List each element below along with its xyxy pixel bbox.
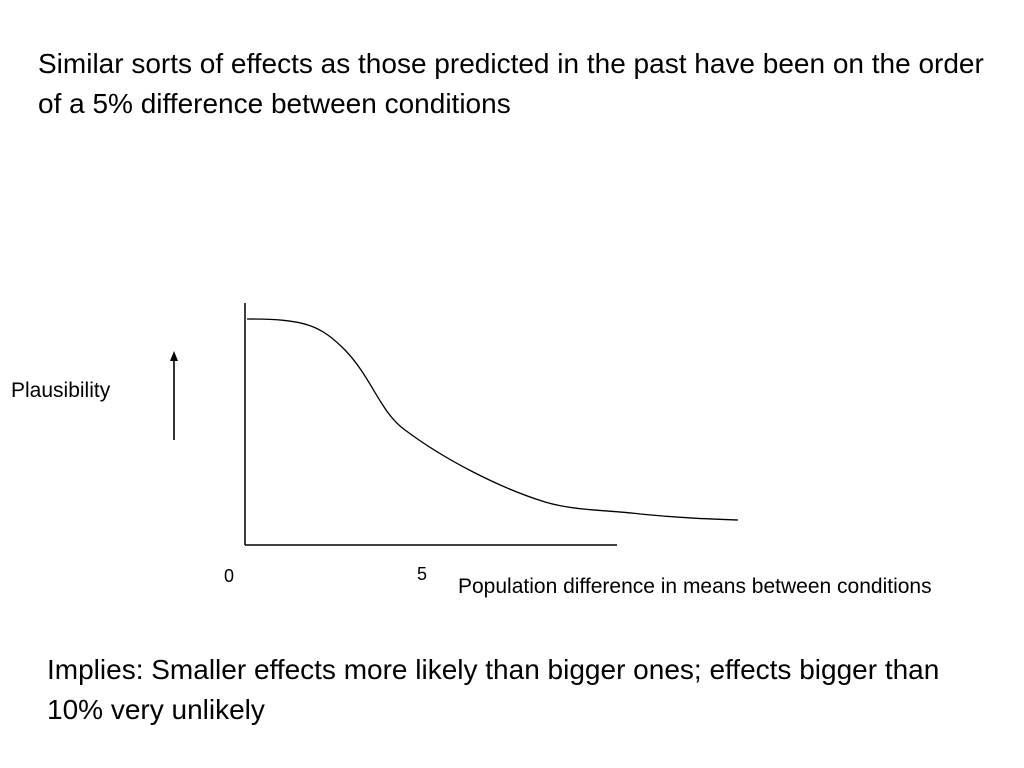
plausibility-curve [246, 318, 739, 521]
up-arrow-icon [170, 351, 178, 440]
slide-title: Similar sorts of effects as those predic… [38, 48, 984, 119]
x-tick-zero: 0 [224, 566, 235, 586]
x-axis-label: Population difference in means between c… [458, 575, 932, 598]
x-tick-five: 5 [417, 564, 428, 584]
y-axis-label: Plausibility [11, 379, 111, 402]
conclusion-text: Implies: Smaller effects more likely tha… [47, 654, 940, 725]
